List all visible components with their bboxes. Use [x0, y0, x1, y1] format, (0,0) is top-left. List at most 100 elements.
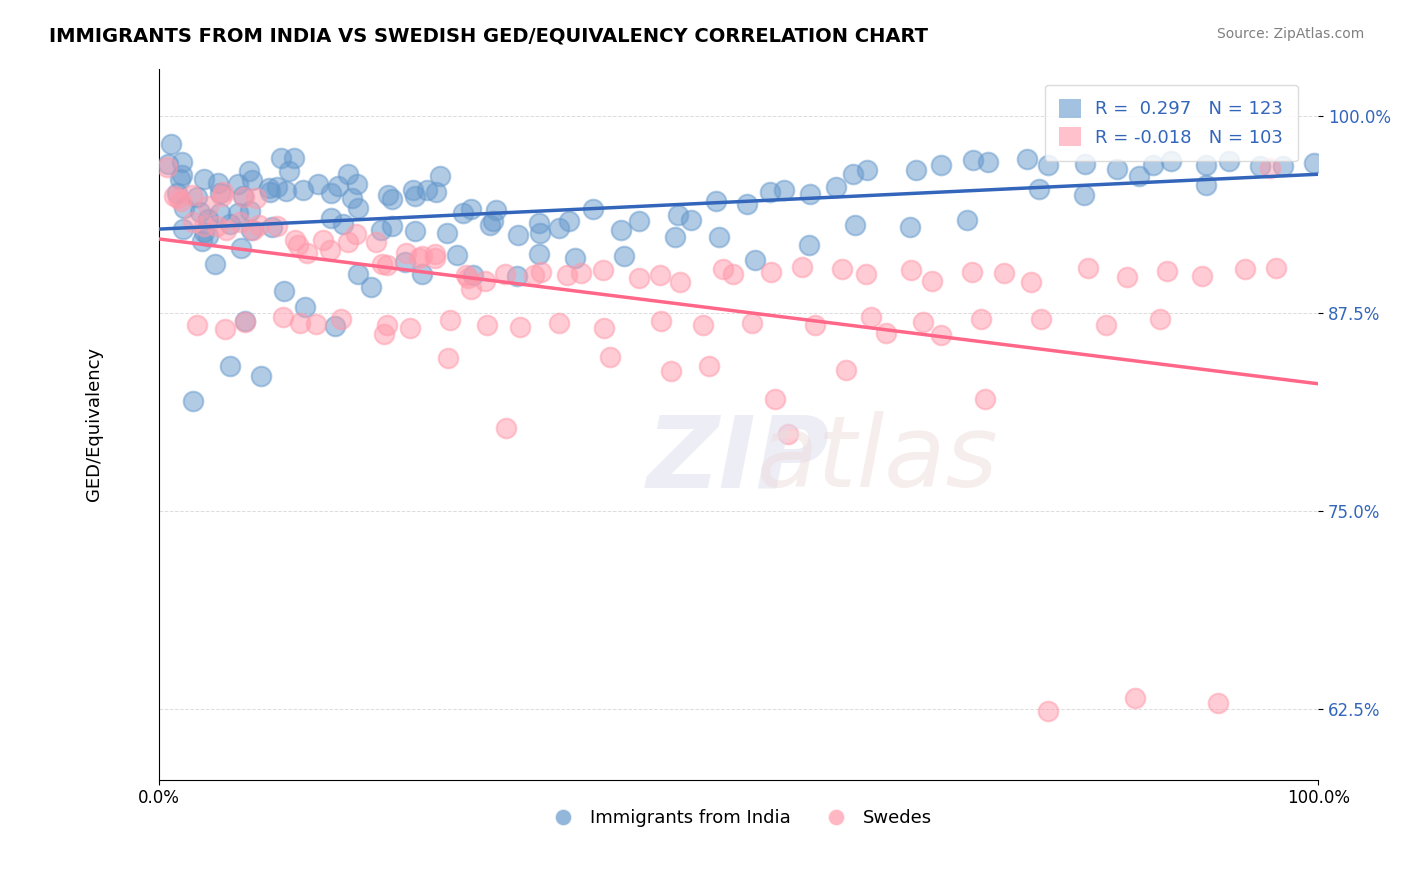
Swedes: [288, 316, 311, 330]
Swedes: [284, 233, 307, 247]
Immigrants from India: [1128, 169, 1150, 183]
Swedes: [364, 235, 387, 250]
Immigrants from India: [229, 241, 252, 255]
Immigrants from India: [1218, 154, 1240, 169]
Immigrants from India: [270, 151, 292, 165]
Immigrants from India: [1194, 158, 1216, 172]
Swedes: [437, 351, 460, 366]
Immigrants from India: [219, 359, 242, 373]
Immigrants from India: [394, 254, 416, 268]
Immigrants from India: [336, 167, 359, 181]
Immigrants from India: [485, 203, 508, 218]
Swedes: [495, 421, 517, 435]
Immigrants from India: [266, 179, 288, 194]
Y-axis label: GED/Equivalency: GED/Equivalency: [86, 347, 103, 501]
Swedes: [305, 318, 328, 332]
Text: ZIP: ZIP: [647, 411, 830, 508]
Immigrants from India: [226, 178, 249, 192]
Immigrants from India: [856, 163, 879, 178]
Swedes: [835, 363, 858, 377]
Immigrants from India: [274, 185, 297, 199]
Immigrants from India: [425, 186, 447, 200]
Swedes: [650, 268, 672, 283]
Immigrants from India: [193, 225, 215, 239]
Immigrants from India: [402, 183, 425, 197]
Immigrants from India: [842, 167, 865, 181]
Immigrants from India: [429, 169, 451, 183]
Immigrants from India: [186, 190, 208, 204]
Immigrants from India: [360, 279, 382, 293]
Swedes: [205, 219, 228, 234]
Immigrants from India: [259, 180, 281, 194]
Immigrants from India: [278, 163, 301, 178]
Immigrants from India: [772, 184, 794, 198]
Swedes: [215, 223, 238, 237]
Swedes: [628, 271, 651, 285]
Swedes: [763, 392, 786, 406]
Swedes: [211, 189, 233, 203]
Immigrants from India: [1272, 159, 1295, 173]
Swedes: [721, 267, 744, 281]
Immigrants from India: [307, 177, 329, 191]
Immigrants from India: [506, 228, 529, 243]
Immigrants from India: [679, 213, 702, 227]
Immigrants from India: [482, 213, 505, 227]
Immigrants from India: [1028, 182, 1050, 196]
Swedes: [929, 328, 952, 343]
Swedes: [398, 321, 420, 335]
Swedes: [1031, 312, 1053, 326]
Swedes: [170, 194, 193, 209]
Immigrants from India: [332, 217, 354, 231]
Swedes: [741, 316, 763, 330]
Immigrants from India: [197, 228, 219, 243]
Immigrants from India: [381, 192, 404, 206]
Immigrants from India: [1160, 153, 1182, 168]
Immigrants from India: [169, 171, 191, 186]
Swedes: [167, 191, 190, 205]
Immigrants from India: [1017, 153, 1039, 167]
Immigrants from India: [962, 153, 984, 167]
Swedes: [778, 427, 800, 442]
Swedes: [186, 318, 208, 333]
Immigrants from India: [381, 219, 404, 233]
Swedes: [373, 327, 395, 342]
Swedes: [1019, 275, 1042, 289]
Swedes: [156, 160, 179, 174]
Immigrants from India: [898, 220, 921, 235]
Swedes: [1149, 311, 1171, 326]
Immigrants from India: [250, 369, 273, 384]
Swedes: [759, 265, 782, 279]
Swedes: [423, 246, 446, 260]
Immigrants from India: [627, 214, 650, 228]
Immigrants from India: [238, 163, 260, 178]
Swedes: [494, 267, 516, 281]
Swedes: [477, 318, 499, 332]
Swedes: [1258, 161, 1281, 175]
Swedes: [1077, 260, 1099, 275]
Swedes: [711, 262, 734, 277]
Swedes: [1208, 697, 1230, 711]
Immigrants from India: [411, 267, 433, 281]
Swedes: [1115, 270, 1137, 285]
Immigrants from India: [209, 186, 232, 201]
Immigrants from India: [446, 248, 468, 262]
Swedes: [804, 318, 827, 332]
Immigrants from India: [319, 211, 342, 225]
Immigrants from India: [181, 394, 204, 409]
Immigrants from India: [240, 173, 263, 187]
Swedes: [1038, 705, 1060, 719]
Immigrants from India: [707, 230, 730, 244]
Immigrants from India: [666, 208, 689, 222]
Swedes: [831, 261, 853, 276]
Immigrants from India: [377, 188, 399, 202]
Swedes: [974, 392, 997, 406]
Immigrants from India: [844, 218, 866, 232]
Swedes: [1123, 691, 1146, 706]
Swedes: [337, 235, 360, 249]
Immigrants from India: [905, 162, 928, 177]
Swedes: [181, 214, 204, 228]
Immigrants from India: [610, 223, 633, 237]
Immigrants from India: [613, 249, 636, 263]
Text: atlas: atlas: [756, 411, 998, 508]
Immigrants from India: [291, 183, 314, 197]
